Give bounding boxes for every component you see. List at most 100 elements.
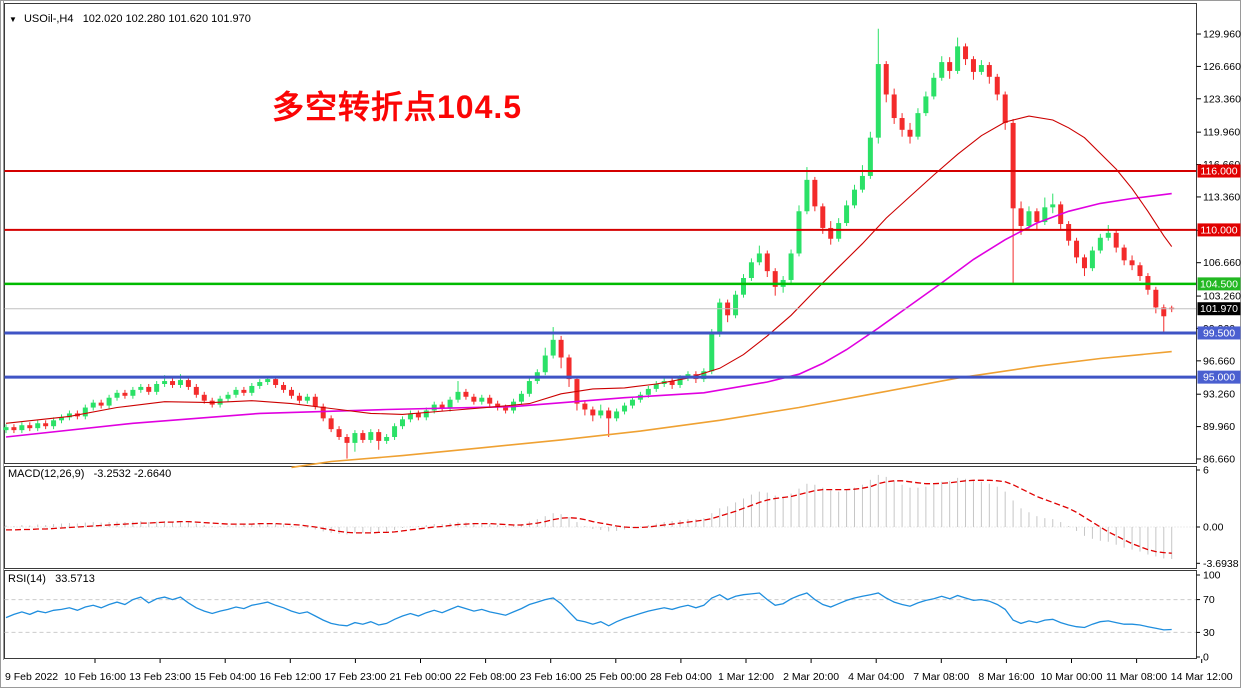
macd-name: MACD(12,26,9) [8, 468, 85, 480]
axis-label: 13 Feb 23:00 [129, 671, 191, 683]
annotation-text[interactable]: 多空转折点104.5 [272, 89, 523, 125]
axis-label: 89.960 [1203, 421, 1235, 433]
bear-candle [566, 357, 572, 380]
bull-candle [677, 378, 683, 385]
axis-label: 2 Mar 20:00 [783, 671, 839, 683]
bull-candle [875, 64, 881, 138]
bull-candle [1089, 250, 1095, 269]
axis-label: 4 Mar 04:00 [848, 671, 904, 683]
axis-label: 8 Mar 16:00 [978, 671, 1034, 683]
axis-label: 126.660 [1203, 61, 1241, 73]
axis-label: 86.660 [1203, 453, 1235, 465]
bull-candle [518, 393, 524, 402]
bear-candle [994, 76, 1000, 95]
bull-candle [931, 77, 937, 97]
bear-candle [986, 65, 992, 77]
macd-panel[interactable] [4, 466, 1197, 569]
macd-indicator-label: MACD(12,26,9) -3.2532 -2.6640 [8, 468, 171, 480]
bear-candle [503, 407, 509, 411]
bull-candle [796, 211, 802, 254]
bear-candle [487, 397, 493, 404]
bull-candle [1097, 237, 1103, 251]
axis-label: 123.360 [1203, 93, 1241, 105]
bear-candle [669, 381, 675, 385]
bull-candle [622, 405, 628, 412]
bull-candle [177, 380, 183, 385]
price-badge[interactable]: 110.000 [1197, 223, 1241, 237]
bull-candle [352, 433, 358, 443]
bull-candle [82, 407, 88, 417]
bear-candle [170, 381, 176, 385]
bear-candle [146, 386, 152, 392]
axis-label: 28 Feb 04:00 [650, 671, 712, 683]
bear-candle [582, 403, 588, 410]
bull-candle [249, 385, 255, 393]
bull-candle [3, 427, 9, 431]
bear-candle [336, 429, 342, 437]
level-lines[interactable] [4, 170, 1197, 379]
axis-label: 21 Feb 00:00 [390, 671, 452, 683]
bull-candle [233, 389, 239, 395]
axis-label: 7 Mar 08:00 [913, 671, 969, 683]
axis-label: 129.960 [1203, 29, 1241, 41]
bull-candle [598, 410, 604, 416]
bear-candle [828, 227, 834, 239]
bull-candle [1050, 204, 1056, 208]
price-badge[interactable]: 104.500 [1197, 277, 1241, 291]
price-badge[interactable]: 95.000 [1197, 370, 1241, 384]
macd-chart [4, 474, 1196, 559]
bear-candle [1137, 265, 1143, 277]
price-badge[interactable]: 101.970 [1197, 302, 1241, 316]
bear-candle [606, 410, 612, 419]
axis-label: 110.000 [1200, 224, 1237, 236]
rsi-line [5, 592, 1172, 631]
bull-candle [653, 383, 659, 389]
axis-label: 16 Feb 12:00 [259, 671, 321, 683]
bull-candle [154, 383, 160, 392]
price-badge[interactable]: 116.000 [1197, 164, 1241, 178]
bull-candle [130, 389, 136, 396]
bull-candle [400, 419, 405, 427]
bull-candle [859, 175, 865, 190]
rsi-panel[interactable] [4, 570, 1197, 659]
bear-candle [98, 402, 104, 406]
axis-label: 10 Mar 00:00 [1041, 671, 1103, 683]
axis-label: 30 [1203, 627, 1215, 639]
rsi-chart [4, 592, 1196, 633]
bear-candle [201, 394, 207, 401]
bull-candle [114, 392, 120, 398]
time-axis[interactable]: 9 Feb 2022 10 Feb 16:00 13 Feb 23:00 15 Feb… [5, 659, 1233, 683]
bear-candle [899, 118, 905, 130]
bear-candle [185, 380, 191, 387]
axis-label: 119.960 [1203, 127, 1240, 139]
bear-candle [463, 391, 469, 397]
bear-candle [907, 129, 913, 137]
axis-label: 96.660 [1203, 355, 1235, 367]
bull-candle [90, 402, 96, 408]
bull-candle [162, 381, 168, 384]
bull-candle [384, 436, 390, 441]
bear-candle [1010, 122, 1016, 209]
bear-candle [590, 409, 596, 416]
bull-candle [51, 420, 57, 427]
price-axis: 129.960126.660123.360119.960116.660113.3… [1196, 29, 1241, 465]
axis-label: 1 Mar 12:00 [718, 671, 774, 683]
bull-candle [852, 189, 858, 206]
bull-candle [479, 397, 485, 402]
bull-candle [1026, 211, 1032, 226]
bull-candle [923, 96, 929, 114]
ma-mid-magenta-line [5, 192, 1172, 438]
bull-candle [804, 179, 810, 212]
price-badge[interactable]: 99.500 [1197, 326, 1241, 340]
bull-candle [526, 381, 532, 394]
axis-label: -3.6938 [1203, 558, 1239, 570]
expander-icon[interactable]: ▼ [9, 15, 17, 24]
bear-candle [883, 64, 889, 95]
macd-values: -3.2532 -2.6640 [93, 468, 172, 480]
bull-candle [939, 62, 945, 78]
axis-label: 15 Feb 04:00 [194, 671, 256, 683]
rsi-value: 33.5713 [55, 573, 95, 585]
bull-candle [138, 386, 144, 390]
bear-candle [1121, 247, 1127, 261]
